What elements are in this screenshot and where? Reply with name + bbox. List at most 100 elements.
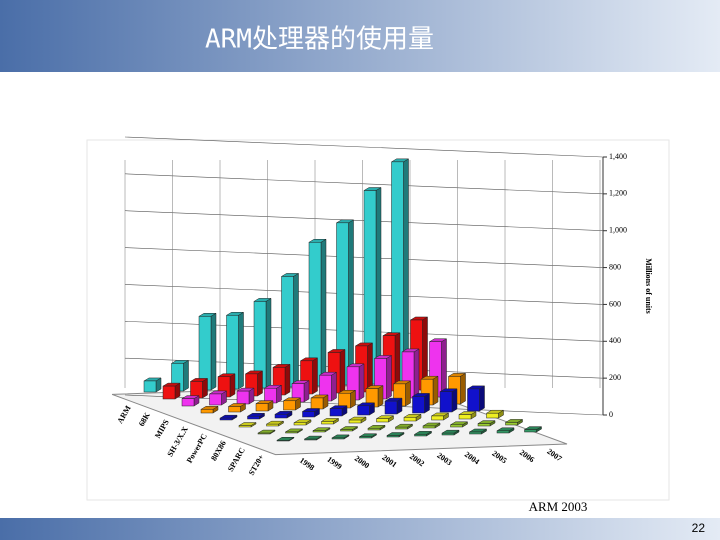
bar xyxy=(365,385,384,408)
y-tick-label: 1,400 xyxy=(609,152,627,161)
bar-front xyxy=(181,398,195,407)
bar xyxy=(466,385,486,412)
bar-front xyxy=(340,429,353,432)
bar-front xyxy=(293,422,307,426)
bar xyxy=(386,432,405,438)
bar xyxy=(274,410,293,419)
bar-front xyxy=(321,421,334,425)
bar-front xyxy=(312,430,326,433)
bar-front xyxy=(441,432,455,436)
bar-front xyxy=(422,425,436,429)
y-tick-label: 200 xyxy=(609,373,621,382)
bar xyxy=(329,405,348,417)
bar-front xyxy=(348,419,362,424)
bar xyxy=(439,388,458,413)
bar-front xyxy=(386,435,400,438)
bar-side xyxy=(183,359,189,392)
bar xyxy=(394,423,414,430)
bar xyxy=(265,420,285,427)
bar xyxy=(458,411,477,420)
grid-line xyxy=(124,173,604,195)
bar-front xyxy=(395,426,408,430)
bar-side xyxy=(265,297,272,389)
bar-front xyxy=(219,417,233,421)
bar xyxy=(496,427,515,434)
bar xyxy=(367,424,386,431)
bar xyxy=(293,419,312,426)
bar-front xyxy=(359,436,372,439)
bar-front xyxy=(304,438,317,441)
bar xyxy=(162,382,181,400)
bar-front xyxy=(255,403,269,412)
bar-front xyxy=(274,414,288,419)
bar-side xyxy=(229,373,236,398)
bar xyxy=(299,357,319,395)
bar xyxy=(356,402,376,416)
bar-front xyxy=(367,428,381,431)
bar-side xyxy=(432,375,439,406)
bar-side xyxy=(405,380,411,407)
bar-front xyxy=(524,429,537,433)
bar-side xyxy=(367,342,373,393)
bar-front xyxy=(329,408,343,417)
bar-side xyxy=(358,363,365,401)
bar-side xyxy=(257,370,263,397)
bar-side xyxy=(202,377,208,399)
y-tick-label: 600 xyxy=(609,299,621,308)
bar-side xyxy=(375,187,382,385)
bar-front xyxy=(469,431,482,435)
bar-front xyxy=(162,385,176,400)
bar xyxy=(143,377,162,393)
bar-front xyxy=(143,380,157,393)
bar xyxy=(284,428,304,434)
bar-front xyxy=(357,405,370,416)
bar-side xyxy=(320,238,327,387)
bar-front xyxy=(266,423,279,427)
bar-front xyxy=(486,412,499,419)
bar-front xyxy=(228,406,241,413)
bar xyxy=(189,377,209,399)
bar-front xyxy=(257,432,271,435)
bar-front xyxy=(458,414,472,420)
bar xyxy=(441,429,460,436)
bar xyxy=(403,413,422,422)
bar xyxy=(485,409,505,419)
bar xyxy=(468,428,488,435)
bar xyxy=(348,416,367,424)
bar-side xyxy=(386,355,392,400)
bar xyxy=(255,400,274,412)
bar xyxy=(504,418,524,426)
bar-front xyxy=(431,415,444,421)
page-number: 22 xyxy=(692,521,706,535)
bar-front xyxy=(505,422,518,426)
bar xyxy=(227,403,247,413)
bar xyxy=(301,408,321,418)
bar-side xyxy=(303,380,310,403)
bar-front xyxy=(450,424,463,428)
bar xyxy=(358,433,378,439)
bar-front xyxy=(384,400,398,415)
bar-front xyxy=(412,396,425,414)
bar xyxy=(310,394,329,410)
bar-front xyxy=(477,423,491,427)
bar xyxy=(291,380,310,403)
bar-side xyxy=(339,349,346,394)
bar-front xyxy=(414,434,427,437)
bar xyxy=(303,435,323,441)
bar xyxy=(263,384,283,404)
bar xyxy=(257,429,276,435)
bar-front xyxy=(439,391,453,413)
bar xyxy=(236,387,255,405)
y-axis-label: Millions of units xyxy=(644,258,653,314)
bar-side xyxy=(210,312,217,391)
bar xyxy=(523,426,543,433)
bar xyxy=(181,395,200,407)
bar xyxy=(331,434,350,440)
footer-bar xyxy=(0,518,720,540)
bar-front xyxy=(247,415,260,420)
bar-front xyxy=(238,425,252,428)
bar xyxy=(430,412,450,421)
bar-front xyxy=(467,388,480,412)
bar-side xyxy=(312,357,318,395)
chart: 0 200 400 600 800 1,000 1,200 1,400 Millions of … xyxy=(111,136,653,477)
